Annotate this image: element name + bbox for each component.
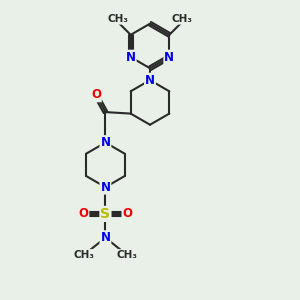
Text: CH₃: CH₃ xyxy=(116,250,137,260)
Text: N: N xyxy=(164,51,174,64)
Text: S: S xyxy=(100,207,110,221)
Text: CH₃: CH₃ xyxy=(171,14,192,24)
Text: N: N xyxy=(100,231,110,244)
Text: N: N xyxy=(100,181,110,194)
Text: O: O xyxy=(78,207,88,220)
Text: N: N xyxy=(145,74,155,87)
Text: N: N xyxy=(100,136,110,149)
Text: O: O xyxy=(122,207,132,220)
Text: CH₃: CH₃ xyxy=(108,14,129,24)
Text: CH₃: CH₃ xyxy=(74,250,94,260)
Text: O: O xyxy=(91,88,101,101)
Text: N: N xyxy=(126,51,136,64)
